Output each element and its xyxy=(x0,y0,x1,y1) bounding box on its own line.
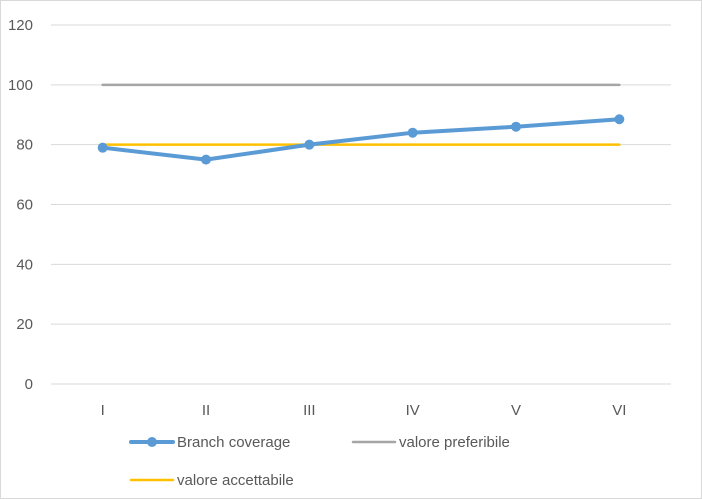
x-tick-label: I xyxy=(101,402,105,419)
data-point xyxy=(614,114,625,125)
y-tick-label: 100 xyxy=(8,77,33,94)
y-axis-ticks: 0 20 40 60 80 100 120 xyxy=(8,17,33,393)
data-point xyxy=(201,154,211,165)
legend-marker-branch-coverage xyxy=(147,437,157,447)
data-point xyxy=(304,139,315,150)
data-point xyxy=(407,127,418,138)
data-point xyxy=(97,142,108,153)
x-tick-label: IV xyxy=(406,402,420,419)
y-tick-label: 20 xyxy=(16,316,33,333)
x-tick-label: VI xyxy=(612,402,626,419)
data-point xyxy=(511,121,521,132)
y-tick-label: 40 xyxy=(16,256,33,273)
legend-label-branch-coverage: Branch coverage xyxy=(177,434,290,451)
x-tick-label: II xyxy=(202,402,210,419)
legend-label-valore-preferibile: valore preferibile xyxy=(399,434,510,451)
legend: Branch coverage valore preferibile valore … xyxy=(129,434,510,489)
y-tick-label: 80 xyxy=(16,137,33,154)
x-tick-label: III xyxy=(303,402,316,419)
x-tick-label: V xyxy=(511,402,521,419)
y-tick-label: 120 xyxy=(8,17,33,34)
series-line-branch-coverage xyxy=(100,117,622,162)
series-layer xyxy=(97,83,625,165)
gridlines xyxy=(51,24,671,385)
x-axis-ticks: I II III IV V VI xyxy=(101,402,627,419)
y-tick-label: 0 xyxy=(25,376,33,393)
y-tick-label: 60 xyxy=(16,197,33,214)
legend-label-valore-accettabile: valore accettabile xyxy=(177,472,294,489)
